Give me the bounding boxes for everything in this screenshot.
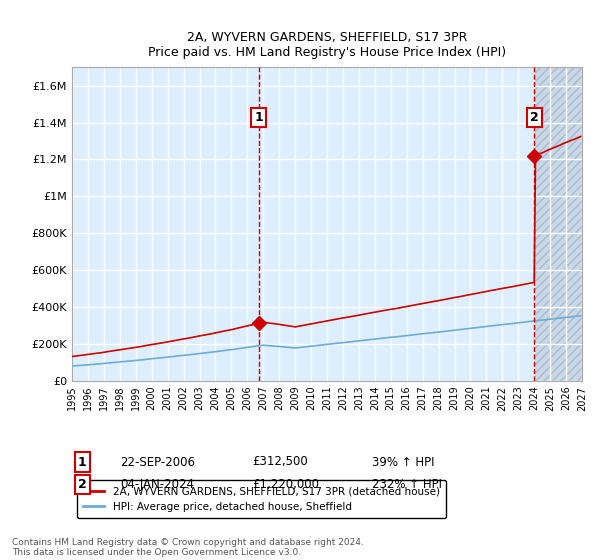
Text: 2: 2 — [530, 111, 539, 124]
Legend: 2A, WYVERN GARDENS, SHEFFIELD, S17 3PR (detached house), HPI: Average price, det: 2A, WYVERN GARDENS, SHEFFIELD, S17 3PR (… — [77, 480, 446, 518]
Text: 04-JAN-2024: 04-JAN-2024 — [120, 478, 194, 491]
Title: 2A, WYVERN GARDENS, SHEFFIELD, S17 3PR
Price paid vs. HM Land Registry's House P: 2A, WYVERN GARDENS, SHEFFIELD, S17 3PR P… — [148, 31, 506, 59]
Text: 2: 2 — [78, 478, 87, 491]
Text: £1,220,000: £1,220,000 — [252, 478, 319, 491]
Bar — [535, 67, 582, 381]
Text: 39% ↑ HPI: 39% ↑ HPI — [372, 455, 434, 469]
Text: £312,500: £312,500 — [252, 455, 308, 469]
Text: Contains HM Land Registry data © Crown copyright and database right 2024.
This d: Contains HM Land Registry data © Crown c… — [12, 538, 364, 557]
Text: 22-SEP-2006: 22-SEP-2006 — [120, 455, 195, 469]
Text: 1: 1 — [78, 455, 87, 469]
Text: 1: 1 — [254, 111, 263, 124]
Text: 232% ↑ HPI: 232% ↑ HPI — [372, 478, 442, 491]
